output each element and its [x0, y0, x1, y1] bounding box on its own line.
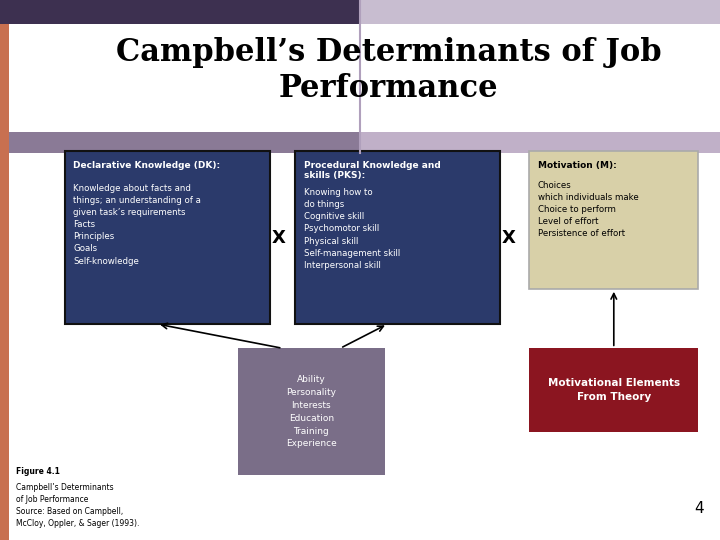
Text: Ability
Personality
Interests
Education
Training
Experience: Ability Personality Interests Education … [286, 375, 337, 448]
Text: X: X [502, 228, 516, 247]
Bar [360, 132, 720, 153]
Text: Declarative Knowledge (DK):: Declarative Knowledge (DK): [73, 161, 220, 170]
Bar [65, 151, 270, 324]
Text: Motivation (M):: Motivation (M): [538, 161, 616, 170]
Text: 4: 4 [695, 501, 704, 516]
Bar [0, 24, 9, 540]
Text: Campbell’s Determinants of Job
Performance: Campbell’s Determinants of Job Performan… [116, 37, 662, 104]
Text: Procedural Knowledge and
skills (PKS):: Procedural Knowledge and skills (PKS): [304, 161, 441, 180]
Bar [529, 151, 698, 289]
Bar [238, 348, 385, 475]
Text: Knowledge about facts and
things; an understanding of a
given task’s requirement: Knowledge about facts and things; an und… [73, 184, 202, 266]
Text: Choices
which individuals make
Choice to perform
Level of effort
Persistence of : Choices which individuals make Choice to… [538, 181, 639, 239]
Bar [360, 0, 720, 24]
Bar [529, 348, 698, 432]
Bar [9, 132, 360, 153]
Text: Motivational Elements
From Theory: Motivational Elements From Theory [548, 379, 680, 402]
Bar [0, 0, 360, 24]
Text: Campbell’s Determinants
of Job Performance
Source: Based on Campbell,
McCloy, Op: Campbell’s Determinants of Job Performan… [16, 483, 139, 528]
Text: Figure 4.1: Figure 4.1 [16, 467, 60, 476]
Text: Knowing how to
do things
Cognitive skill
Psychomotor skill
Physical skill
Self-m: Knowing how to do things Cognitive skill… [304, 188, 400, 270]
Text: X: X [271, 228, 286, 247]
Bar [295, 151, 500, 324]
